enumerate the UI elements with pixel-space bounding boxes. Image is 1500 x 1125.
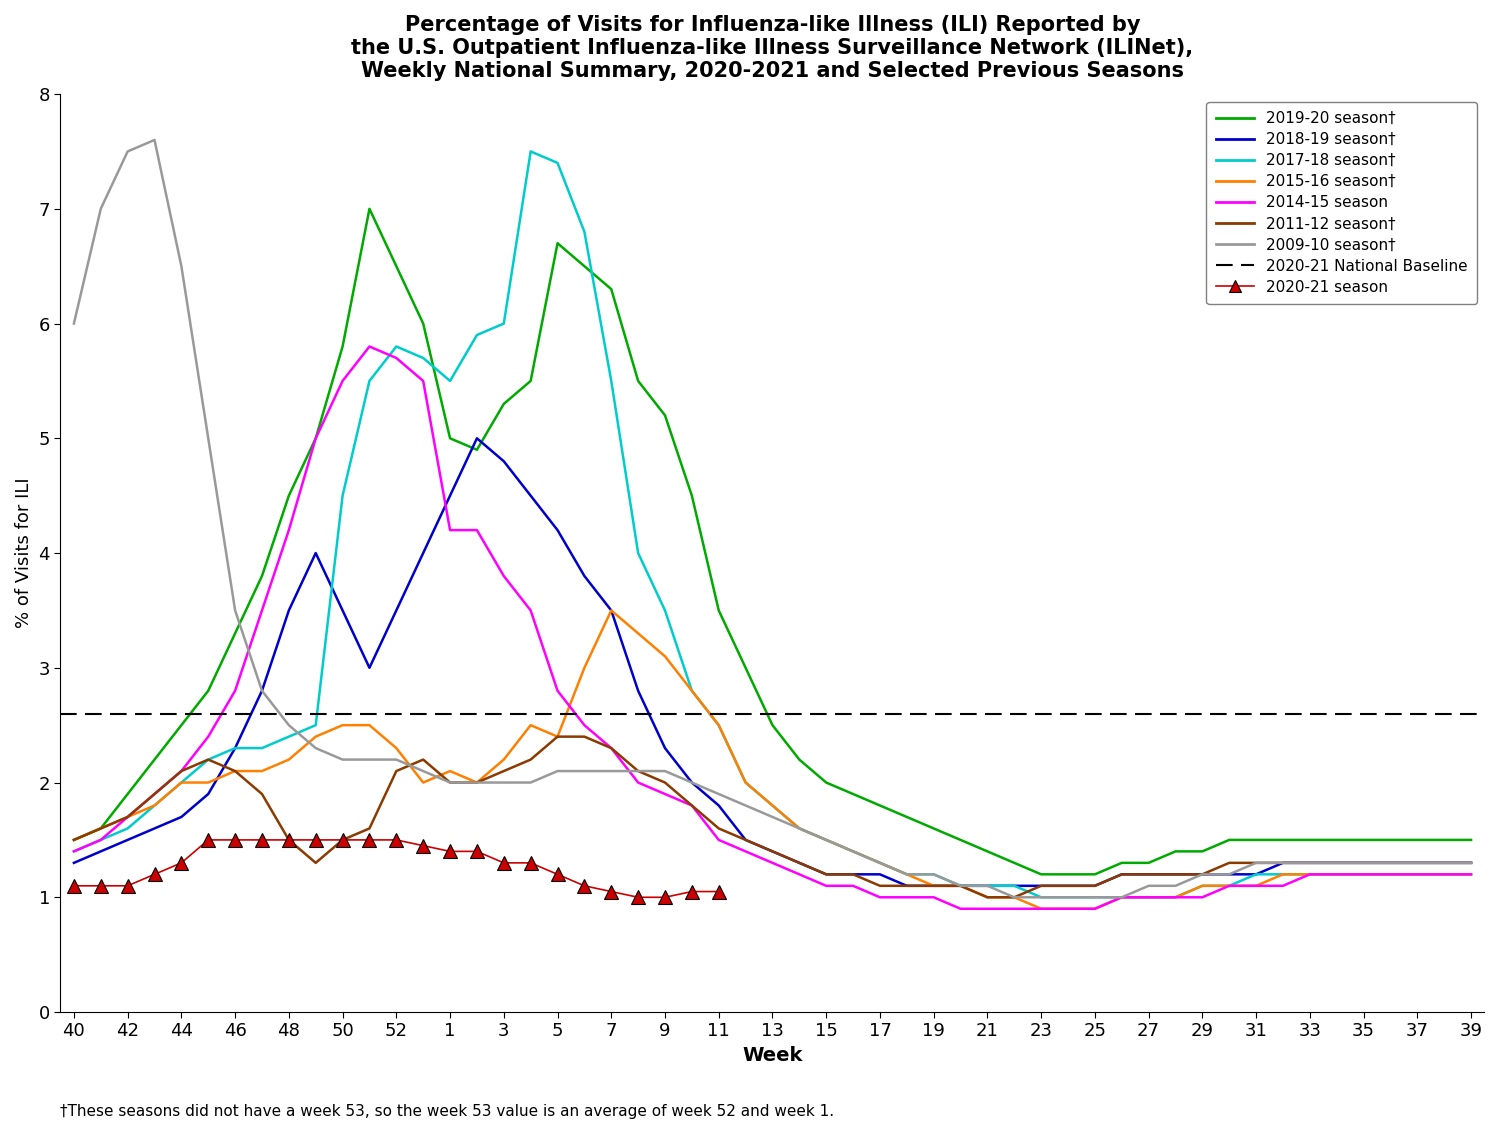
Y-axis label: % of Visits for ILI: % of Visits for ILI	[15, 478, 33, 629]
Legend: 2019-20 season†, 2018-19 season†, 2017-18 season†, 2015-16 season†, 2014-15 seas: 2019-20 season†, 2018-19 season†, 2017-1…	[1206, 101, 1478, 304]
Title: Percentage of Visits for Influenza-like Illness (ILI) Reported by
the U.S. Outpa: Percentage of Visits for Influenza-like …	[351, 15, 1194, 81]
Text: †These seasons did not have a week 53, so the week 53 value is an average of wee: †These seasons did not have a week 53, s…	[60, 1105, 834, 1119]
X-axis label: Week: Week	[742, 1046, 802, 1065]
